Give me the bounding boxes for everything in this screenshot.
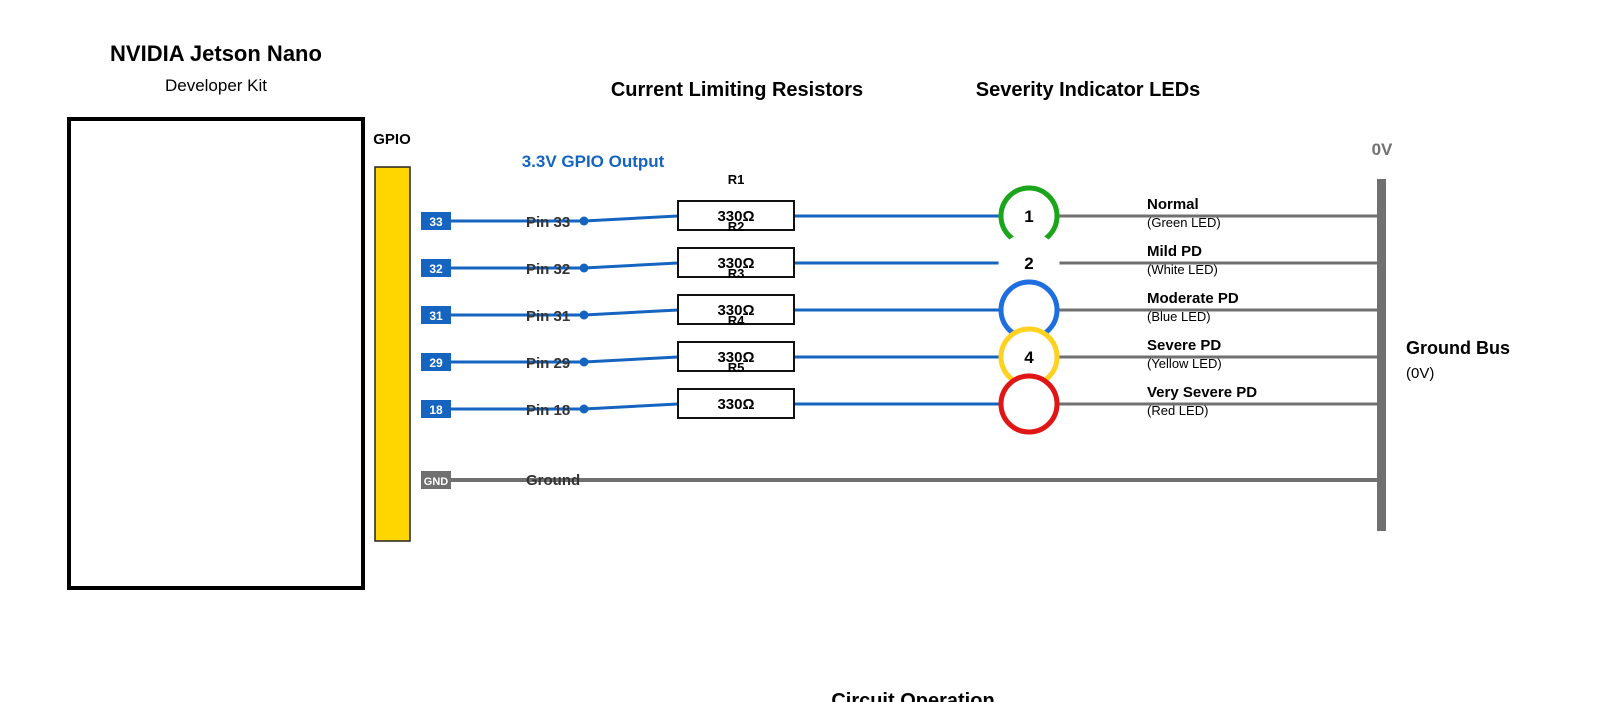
led-description: (Yellow LED) [1147,356,1222,371]
resistor-lead-wire [583,214,679,223]
pin-badge [421,353,451,371]
resistor-lead-wire [583,261,679,270]
resistor-name: R4 [728,313,745,328]
gpio-header [374,166,411,542]
ground-label: Ground [526,472,580,489]
gnd-badge [421,471,451,489]
resistor [677,294,795,325]
resistor-name: R5 [728,360,745,375]
led-description: (Green LED) [1147,215,1221,230]
junction-dot [579,357,589,367]
pin-badge [421,212,451,230]
pin-label: Pin 32 [526,261,570,278]
resistor [677,341,795,372]
pin-badge-text: 33 [429,215,443,229]
gpio-label: GPIO [373,131,411,148]
resistor-lead-wire [583,355,679,364]
led-description: (White LED) [1147,262,1218,277]
resistor-name: R2 [728,219,745,234]
leds-header: Severity Indicator LEDs [976,79,1201,101]
pin-label: Pin 18 [526,402,570,419]
gpio-output-label: 3.3V GPIO Output [522,152,665,171]
jetson-board [67,117,365,590]
pin-label: Pin 31 [526,308,570,325]
junction-dot [579,404,589,414]
resistor [677,200,795,231]
pin-badge-text: 31 [429,309,443,323]
resistor [677,388,795,419]
channels: 33 Pin 33 R1 330Ω 1 Normal (Green LED) 32 Pin 32… [421,172,1378,435]
resistor-value: 330Ω [717,208,754,225]
pin-badge [421,259,451,277]
zero-volt-label: 0V [1372,140,1393,159]
resistor-lead-wire [583,308,679,317]
pin-badge [421,306,451,324]
led-number: 4 [1024,348,1034,367]
circuit-operation-header: Circuit Operation [831,690,994,702]
resistor [677,247,795,278]
severity-label: Normal [1147,196,1199,213]
severity-label: Mild PD [1147,243,1202,260]
resistor-name: R3 [728,266,745,281]
junction-dot [579,310,589,320]
led-number: 1 [1024,207,1033,226]
gnd-badge-text: GND [424,476,449,488]
pin-badge-text: 18 [429,403,443,417]
board-title: NVIDIA Jetson Nano [110,41,322,66]
led-description: (Red LED) [1147,403,1208,418]
led-red [998,373,1060,435]
resistor-value: 330Ω [717,255,754,272]
pin-badge-text: 29 [429,356,443,370]
ground-bus [1377,179,1386,531]
resistor-name: R1 [728,172,745,187]
resistor-lead-wire [583,402,679,411]
severity-label: Very Severe PD [1147,384,1257,401]
pin-label: Pin 33 [526,214,570,231]
junction-dot [579,263,589,273]
led-number: 2 [1024,254,1033,273]
pin-badge-text: 32 [429,262,443,276]
resistor-value: 330Ω [717,396,754,413]
pin-badge [421,400,451,418]
ground-bus-label: Ground Bus [1406,338,1510,358]
pin-label: Pin 29 [526,355,570,372]
severity-label: Severe PD [1147,337,1221,354]
severity-label: Moderate PD [1147,290,1239,307]
ground-bus-sublabel: (0V) [1406,365,1434,382]
resistors-header: Current Limiting Resistors [611,79,863,101]
led-description: (Blue LED) [1147,309,1211,324]
board-subtitle: Developer Kit [165,76,267,95]
resistor-value: 330Ω [717,349,754,366]
resistor-value: 330Ω [717,302,754,319]
junction-dot [579,216,589,226]
